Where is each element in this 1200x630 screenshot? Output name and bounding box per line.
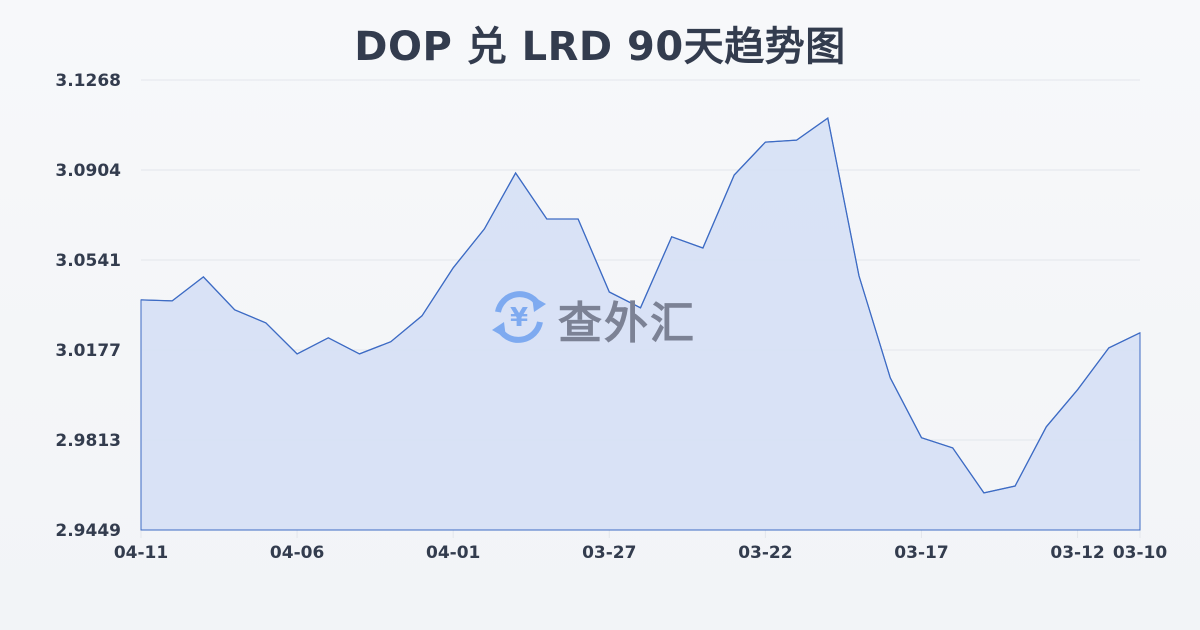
y-tick-label: 3.0177 bbox=[55, 341, 121, 361]
yen-exchange-icon: ¥ bbox=[488, 286, 550, 352]
chart-title: DOP 兑 LRD 90天趋势图 bbox=[354, 24, 846, 70]
y-tick-label: 3.1268 bbox=[55, 71, 121, 91]
x-tick-label: 04-06 bbox=[270, 543, 324, 563]
x-tick-label: 03-12 bbox=[1050, 543, 1104, 563]
x-tick-label: 03-10 bbox=[1113, 543, 1168, 563]
x-tick-label: 03-17 bbox=[894, 543, 948, 563]
watermark-text: 查外汇 bbox=[558, 298, 696, 349]
x-axis-labels: 04-11 04-06 04-01 03-27 03-22 03-17 03-12 03-10 bbox=[114, 530, 1168, 563]
x-tick-label: 03-27 bbox=[582, 543, 636, 563]
x-tick-label: 03-22 bbox=[738, 543, 792, 563]
svg-text:¥: ¥ bbox=[510, 303, 528, 333]
y-tick-label: 2.9813 bbox=[55, 431, 121, 451]
watermark: ¥ 查外汇 bbox=[488, 286, 696, 352]
y-tick-label: 3.0541 bbox=[55, 251, 121, 271]
y-tick-label: 2.9449 bbox=[55, 521, 121, 541]
data-line bbox=[140, 116, 1141, 494]
x-tick-label: 04-01 bbox=[426, 543, 480, 563]
y-tick-label: 3.0904 bbox=[55, 161, 121, 181]
x-tick-label: 04-11 bbox=[114, 543, 168, 563]
y-axis-labels: 3.1268 3.0904 3.0541 3.0177 2.9813 2.9449 bbox=[55, 71, 121, 541]
